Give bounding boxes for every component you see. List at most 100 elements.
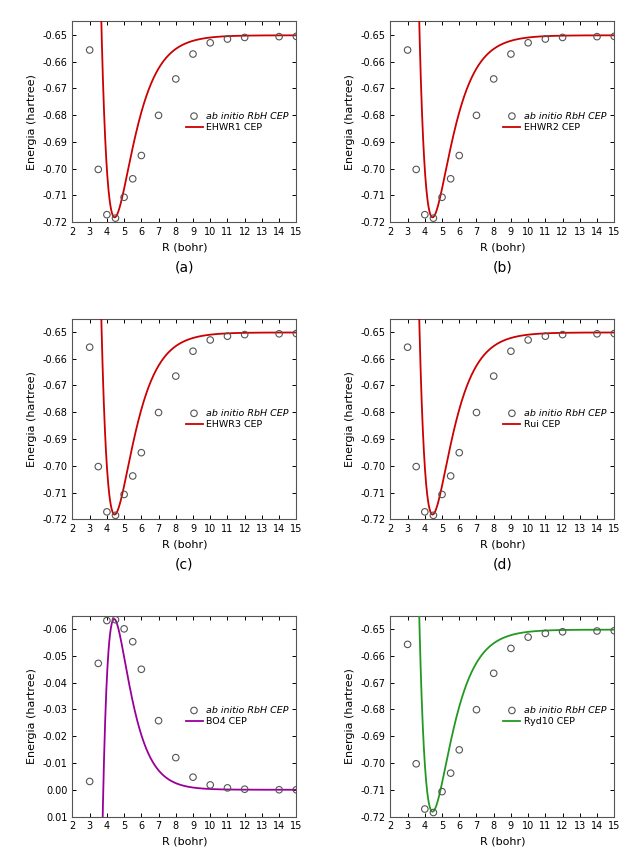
EHWR2 CEP [524, 32, 532, 43]
Text: (b): (b) [493, 261, 512, 274]
BO4 CEP [206, 784, 214, 794]
ab initio RbH CEP [454, 149, 464, 162]
ab initio RbH CEP [420, 802, 430, 816]
X-axis label: R (bohr): R (bohr) [162, 837, 207, 847]
ab initio RbH CEP [110, 509, 120, 522]
X-axis label: R (bohr): R (bohr) [162, 540, 207, 550]
ab initio RbH CEP [471, 405, 481, 419]
ab initio RbH CEP [506, 345, 516, 358]
Y-axis label: Energia (hartree): Energia (hartree) [27, 371, 37, 467]
ab initio RbH CEP [128, 172, 138, 186]
Rui CEP [530, 329, 538, 339]
EHWR1 CEP [239, 31, 247, 41]
ab initio RbH CEP [119, 487, 129, 501]
EHWR2 CEP [558, 31, 565, 41]
ab initio RbH CEP [205, 333, 215, 347]
Text: (a): (a) [175, 261, 194, 274]
ab initio RbH CEP [454, 445, 464, 459]
Ryd10 CEP [524, 627, 532, 637]
ab initio RbH CEP [154, 109, 164, 122]
X-axis label: R (bohr): R (bohr) [479, 540, 525, 550]
ab initio RbH CEP [506, 47, 516, 61]
ab initio RbH CEP [222, 781, 232, 794]
ab initio RbH CEP [523, 630, 533, 644]
ab initio RbH CEP [136, 445, 146, 459]
X-axis label: R (bohr): R (bohr) [479, 837, 525, 847]
ab initio RbH CEP [128, 469, 138, 483]
ab initio RbH CEP [222, 32, 232, 46]
ab initio RbH CEP [154, 405, 164, 419]
Legend: ab initio RbH CEP, EHWR1 CEP: ab initio RbH CEP, EHWR1 CEP [183, 109, 292, 135]
ab initio RbH CEP [609, 30, 619, 44]
Rui CEP [524, 329, 532, 339]
EHWR1 CEP [200, 33, 208, 44]
ab initio RbH CEP [274, 30, 284, 44]
EHWR2 CEP [428, 212, 436, 222]
ab initio RbH CEP [84, 44, 94, 57]
EHWR3 CEP [262, 327, 270, 338]
ab initio RbH CEP [558, 31, 568, 44]
Rui CEP [428, 510, 436, 520]
ab initio RbH CEP [609, 327, 619, 340]
ab initio RbH CEP [428, 805, 438, 819]
ab initio RbH CEP [411, 162, 421, 176]
EHWR2 CEP [580, 30, 588, 40]
ab initio RbH CEP [239, 782, 249, 796]
BO4 CEP [110, 614, 118, 624]
EHWR2 CEP [530, 32, 538, 42]
Line: EHWR2 CEP: EHWR2 CEP [394, 0, 614, 217]
EHWR1 CEP [292, 30, 300, 40]
ab initio RbH CEP [411, 460, 421, 474]
EHWR3 CEP [206, 329, 214, 339]
X-axis label: R (bohr): R (bohr) [162, 243, 207, 252]
Ryd10 CEP [428, 806, 436, 817]
ab initio RbH CEP [445, 469, 455, 483]
EHWR1 CEP [262, 30, 270, 40]
BO4 CEP [292, 785, 300, 795]
ab initio RbH CEP [489, 666, 499, 680]
BO4 CEP [239, 785, 247, 795]
Ryd10 CEP [580, 625, 588, 635]
ab initio RbH CEP [136, 149, 146, 162]
ab initio RbH CEP [523, 333, 533, 347]
ab initio RbH CEP [428, 509, 438, 522]
ab initio RbH CEP [592, 624, 602, 638]
ab initio RbH CEP [110, 211, 120, 225]
EHWR3 CEP [239, 327, 247, 338]
ab initio RbH CEP [541, 627, 551, 640]
ab initio RbH CEP [274, 783, 284, 797]
ab initio RbH CEP [445, 172, 455, 186]
ab initio RbH CEP [489, 72, 499, 86]
EHWR3 CEP [213, 329, 220, 339]
ab initio RbH CEP [403, 44, 413, 57]
ab initio RbH CEP [119, 622, 129, 635]
ab initio RbH CEP [136, 663, 146, 676]
ab initio RbH CEP [437, 487, 447, 501]
Line: EHWR3 CEP: EHWR3 CEP [76, 0, 296, 515]
ab initio RbH CEP [489, 369, 499, 383]
ab initio RbH CEP [592, 30, 602, 44]
ab initio RbH CEP [428, 211, 438, 225]
ab initio RbH CEP [154, 714, 164, 728]
ab initio RbH CEP [541, 329, 551, 343]
BO4 CEP [213, 784, 220, 794]
ab initio RbH CEP [592, 327, 602, 340]
ab initio RbH CEP [291, 30, 301, 44]
ab initio RbH CEP [188, 47, 198, 61]
ab initio RbH CEP [471, 703, 481, 716]
ab initio RbH CEP [506, 641, 516, 655]
Rui CEP [558, 327, 565, 338]
ab initio RbH CEP [291, 783, 301, 797]
Line: Rui CEP: Rui CEP [394, 0, 614, 515]
ab initio RbH CEP [93, 460, 103, 474]
ab initio RbH CEP [102, 505, 112, 519]
Ryd10 CEP [610, 624, 618, 634]
EHWR2 CEP [610, 30, 618, 40]
Y-axis label: Energia (hartree): Energia (hartree) [345, 74, 355, 169]
ab initio RbH CEP [93, 657, 103, 670]
ab initio RbH CEP [291, 327, 301, 340]
ab initio RbH CEP [558, 327, 568, 341]
ab initio RbH CEP [102, 208, 112, 221]
Text: (d): (d) [493, 557, 512, 572]
ab initio RbH CEP [239, 31, 249, 44]
